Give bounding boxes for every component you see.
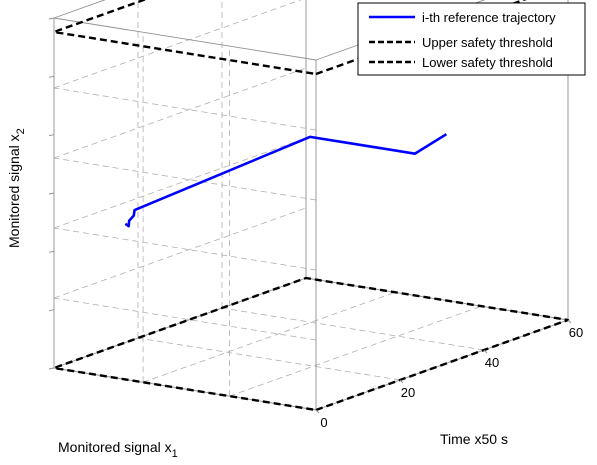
legend-box (357, 2, 586, 76)
x-axis-label: Time x50 s (440, 431, 508, 447)
z-axis-tick-mark (48, 17, 55, 20)
gridline-back-wall-horizontal (53, 67, 307, 159)
gridline-back-wall-horizontal (53, 137, 307, 229)
x-tick-label: 0 (320, 415, 327, 430)
gridline-floor-time (221, 307, 485, 351)
z-axis-tick-mark (48, 309, 55, 312)
legend-label-reference-trajectory: i-th reference trajectory (422, 10, 556, 25)
legend: i-th reference trajectory Upper safety t… (357, 2, 586, 76)
gridline-floor-depth (229, 305, 482, 397)
z-axis-tick-mark (48, 192, 55, 195)
box-edge (53, 17, 317, 61)
z-axis-tick-mark (48, 367, 55, 370)
z-axis-tick-mark (48, 250, 55, 253)
z-axis-tick-mark (48, 75, 55, 78)
x-axis-tick-mark (483, 349, 488, 354)
z-axis-label: Monitored signal x2 (6, 128, 27, 248)
tick-labels: 0 20 40 60 (315, 319, 583, 430)
x-axis-tick-mark (399, 379, 404, 384)
legend-label-lower-threshold: Lower safety threshold (422, 55, 553, 70)
legend-label-upper-threshold: Upper safety threshold (422, 35, 553, 50)
box-edge (53, 0, 106, 19)
series-line-lower-threshold (52, 276, 570, 412)
box-edge (53, 367, 317, 411)
gridline-floor-time (137, 337, 401, 381)
x-tick-label: 20 (401, 385, 415, 400)
x-axis-tick-mark (315, 409, 320, 414)
z-axis-tick-mark (48, 134, 55, 137)
x-axis-tick-mark (567, 319, 572, 324)
gridline-back-wall-horizontal (53, 0, 302, 89)
gridline-back-wall-horizontal (53, 207, 307, 299)
gridline-side-wall-horizontal (53, 227, 317, 271)
gridline-side-wall-horizontal (53, 297, 317, 341)
x-tick-label: 60 (569, 325, 583, 340)
x-tick-label: 40 (485, 355, 499, 370)
gridline-side-wall-horizontal (53, 157, 317, 201)
y-axis-label: Monitored signal x1 (58, 439, 178, 460)
gridline-floor-depth (142, 291, 396, 383)
series-line-reference-trajectory (124, 133, 448, 228)
gridline-side-wall-horizontal (53, 87, 317, 131)
